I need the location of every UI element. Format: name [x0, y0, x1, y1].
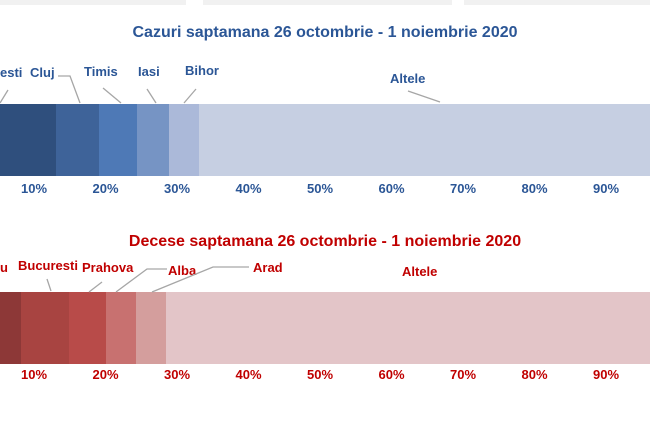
category-label: Altele — [390, 71, 426, 86]
x-tick: 80% — [521, 181, 548, 196]
bar-segment — [135, 292, 167, 364]
x-tick: 90% — [592, 367, 620, 382]
category-label: Prahova — [82, 260, 134, 275]
leader-line — [46, 278, 52, 292]
cases-stacked-bar — [0, 104, 650, 176]
top-strip-fragment — [0, 0, 186, 5]
bar-segment — [56, 104, 100, 176]
bar-segment — [169, 104, 200, 176]
category-label: Arad — [253, 260, 283, 275]
x-tick: 20% — [92, 367, 119, 382]
category-label: Timis — [84, 64, 118, 79]
deaths-stacked-bar — [0, 292, 650, 364]
x-tick: 30% — [163, 181, 191, 196]
category-label: Bucuresti — [18, 258, 78, 273]
bar-segment — [166, 292, 650, 364]
x-tick: 40% — [235, 367, 262, 382]
leader-line — [88, 281, 103, 293]
x-tick: 20% — [92, 181, 119, 196]
bar-segment — [0, 292, 21, 364]
x-tick: 60% — [378, 367, 405, 382]
leader-line — [58, 75, 81, 104]
x-tick: 50% — [306, 367, 334, 382]
x-tick: 10% — [20, 367, 48, 382]
x-tick: 60% — [378, 181, 405, 196]
leader-line — [407, 90, 441, 103]
x-tick: 80% — [521, 367, 548, 382]
bar-segment — [99, 104, 138, 176]
x-tick: 50% — [306, 181, 334, 196]
top-strip-fragment — [203, 0, 452, 5]
category-label: Bihor — [185, 63, 219, 78]
category-label: u — [0, 260, 8, 275]
bar-segment — [137, 104, 170, 176]
deaths-chart-title: Decese saptamana 26 octombrie - 1 noiemb… — [128, 233, 522, 250]
x-tick: 10% — [20, 181, 48, 196]
x-tick: 70% — [449, 181, 477, 196]
category-label: Altele — [402, 264, 438, 279]
category-label: esti — [0, 65, 23, 80]
x-tick: 40% — [235, 181, 262, 196]
bar-segment — [106, 292, 136, 364]
bar-segment — [0, 104, 57, 176]
leader-line — [183, 88, 197, 104]
bar-segment — [199, 104, 650, 176]
leader-line — [0, 89, 9, 104]
x-tick: 90% — [592, 181, 620, 196]
category-label: Alba — [168, 263, 197, 278]
leader-line — [146, 88, 157, 104]
bar-segment — [68, 292, 107, 364]
x-tick: 30% — [163, 367, 191, 382]
cases-chart-title: Cazuri saptamana 26 octombrie - 1 noiemb… — [132, 24, 518, 41]
leader-line — [151, 266, 249, 293]
bar-segment — [20, 292, 69, 364]
x-tick: 70% — [449, 367, 477, 382]
category-label: Cluj — [30, 65, 55, 80]
top-strip-fragment — [464, 0, 650, 5]
category-label: Iasi — [138, 64, 160, 79]
leader-line — [102, 87, 122, 104]
